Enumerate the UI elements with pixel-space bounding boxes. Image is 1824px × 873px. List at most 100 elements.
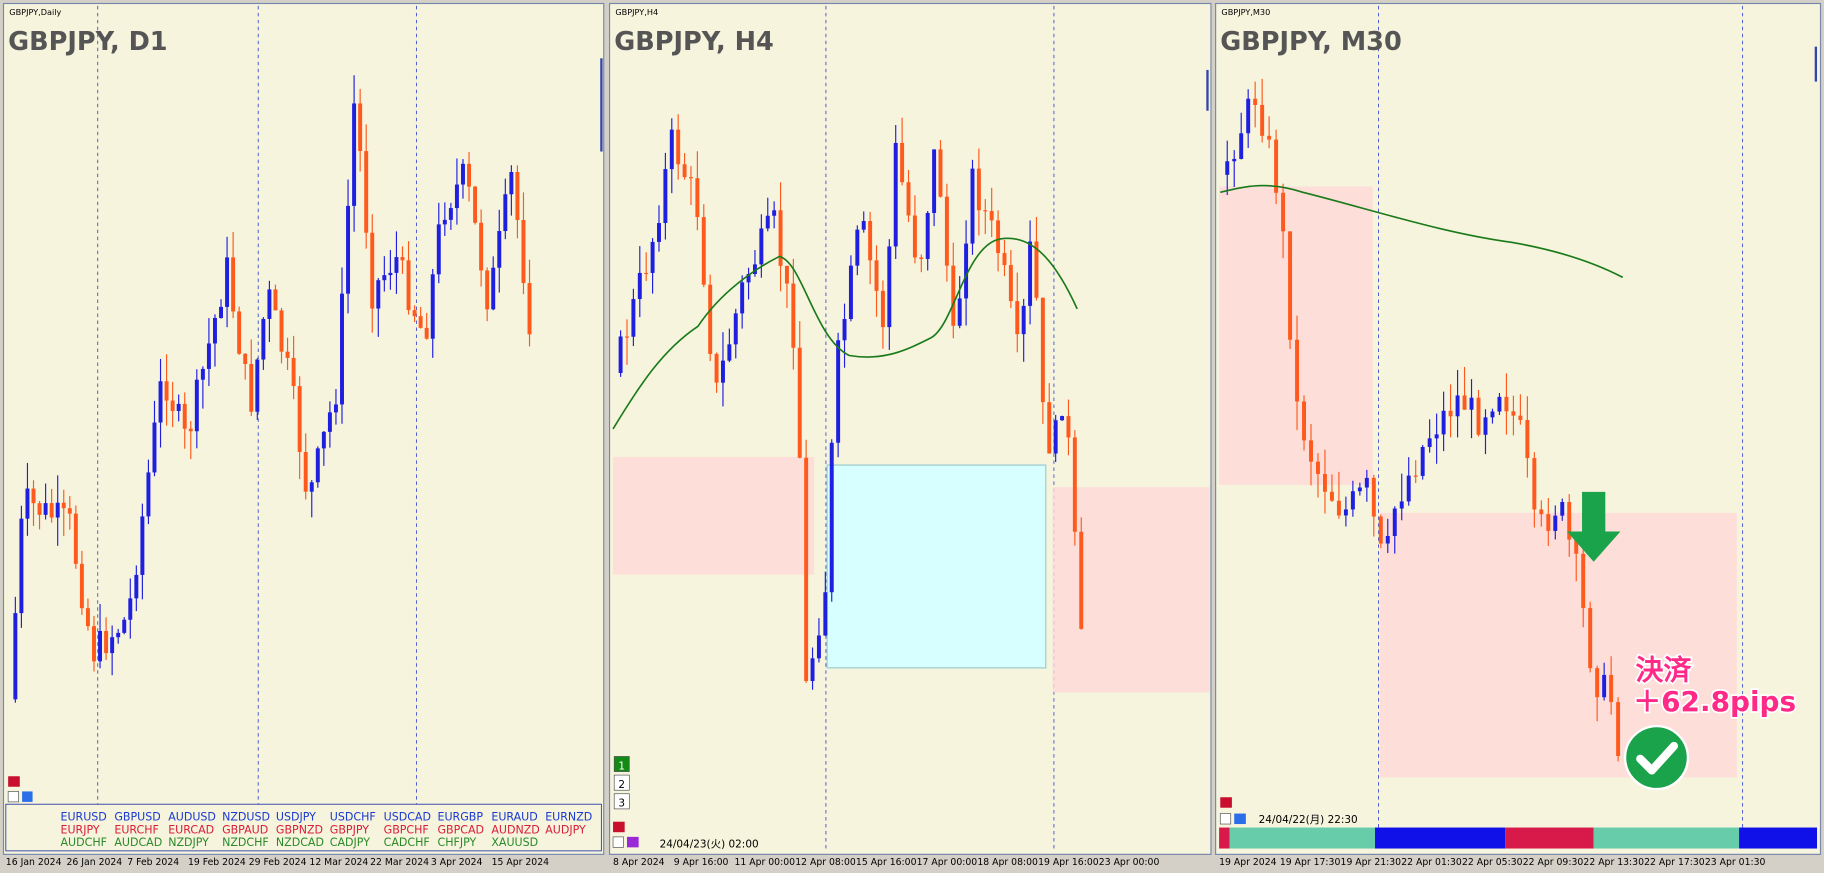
candle-body [400,257,405,261]
candle-body [346,205,351,294]
candle-body [285,351,290,358]
symbol[interactable]: AUDCAD [114,836,162,849]
candle-body [273,289,278,311]
symbol[interactable]: NZDUSD [222,811,270,824]
candle-body [418,316,423,328]
symbol[interactable]: AUDCHF [60,836,106,849]
candle-body [249,363,254,412]
symbol[interactable]: EURJPY [60,823,99,836]
symbol[interactable]: CADCHF [384,836,430,849]
candle-body [983,210,988,212]
candle-body [1357,487,1362,492]
symbol[interactable]: EURCHF [114,823,159,836]
candle-body [797,347,802,458]
symbol[interactable]: GBPUSD [114,811,160,824]
candle-body [925,212,930,259]
symbol[interactable]: EURNZD [545,811,592,824]
candle-body [1420,446,1425,476]
symbol[interactable]: USDJPY [276,811,316,824]
scroll-marker [600,58,603,152]
button-label[interactable]: 3 [618,798,625,810]
panel-tab: GBPJPY,Daily [9,7,61,17]
minimize-button[interactable] [8,776,20,787]
symbol[interactable]: GBPCHF [384,823,429,836]
candle-body [1546,514,1551,531]
candle-body [938,149,943,197]
candle-body [1034,241,1039,298]
date-label: 19 Apr 16:00 [1038,857,1099,868]
candle-body [479,222,484,271]
symbol[interactable]: GBPCAD [438,823,485,836]
close-button[interactable] [1219,813,1232,825]
candle-body [682,164,687,178]
candle-body [1239,133,1244,159]
symbol[interactable]: NZDCHF [222,836,269,849]
close-button[interactable] [7,791,19,803]
symbol[interactable]: XAUUSD [491,836,538,849]
annotation: 決済 [1636,653,1693,686]
symbol[interactable]: EURCAD [168,823,214,836]
panel-h4 [608,2,1212,855]
candle-body [1316,461,1320,474]
button-label[interactable]: 1 [618,760,625,772]
date-label: 26 Jan 2024 [67,857,123,868]
minimize-button[interactable] [1220,797,1232,808]
candle-body [461,163,465,185]
candle-body [689,177,693,179]
candle-body [37,503,42,515]
candle-body [1066,416,1071,438]
settings-button[interactable] [1234,813,1246,825]
candle-body [467,163,472,187]
minimize-button[interactable] [613,821,625,833]
symbol[interactable]: USDCHF [330,811,376,824]
symbol[interactable]: EURAUD [491,811,537,824]
date-label: 22 Apr 13:30 [1583,857,1644,868]
candle-body [1274,139,1279,193]
close-button[interactable] [612,836,624,848]
candle-body [134,574,139,599]
symbol[interactable]: GBPNZD [276,823,323,836]
symbol[interactable]: AUDJPY [545,823,586,836]
date-label: 19 Feb 2024 [188,857,246,868]
candle-body [1553,515,1558,531]
symbol[interactable]: NZDJPY [168,836,209,849]
candle-body [932,149,937,213]
symbol[interactable]: EURUSD [60,811,106,824]
symbol[interactable]: GBPAUD [222,823,268,836]
button[interactable] [613,756,630,772]
date-label: 15 Apr 16:00 [856,857,917,868]
candle-body [1015,301,1020,335]
symbol[interactable]: AUDUSD [168,811,216,824]
symbol[interactable]: CHFJPY [438,836,477,849]
candle-body [874,260,879,291]
candle-body [816,635,821,659]
button[interactable] [613,774,630,791]
candle-body [893,142,898,247]
symbol[interactable]: CADJPY [330,836,370,849]
date-label: 23 Apr 01:30 [1705,857,1766,868]
date-label: 7 Feb 2024 [127,857,179,868]
candle-body [116,632,121,638]
candle-body [989,210,994,221]
candle-body [848,265,853,320]
sell-arrow [1566,491,1621,562]
symbol[interactable]: GBPJPY [330,823,369,836]
candle-body [618,336,623,373]
settings-button[interactable] [22,791,33,802]
symbol[interactable]: USDCAD [384,811,431,824]
settings-button[interactable] [627,836,639,848]
candle-body [740,282,745,314]
candle-body [1462,395,1467,410]
button-label[interactable]: 2 [618,779,625,791]
symbol[interactable]: EURGBP [438,811,484,824]
annotation: ＋62.8pips [1633,685,1796,718]
symbol[interactable]: AUDNZD [491,823,539,836]
zone [1379,512,1737,778]
date-axis: 16 Jan 2024 26 Jan 2024 7 Feb 2024 19 Feb 2… [6,857,1766,868]
candle-body [1609,674,1614,703]
symbol[interactable]: NZDCAD [276,836,324,849]
candle-body [497,231,502,268]
candle-body [708,284,713,354]
panel-tab: GBPJPY,H4 [615,7,658,17]
button[interactable] [613,793,630,810]
